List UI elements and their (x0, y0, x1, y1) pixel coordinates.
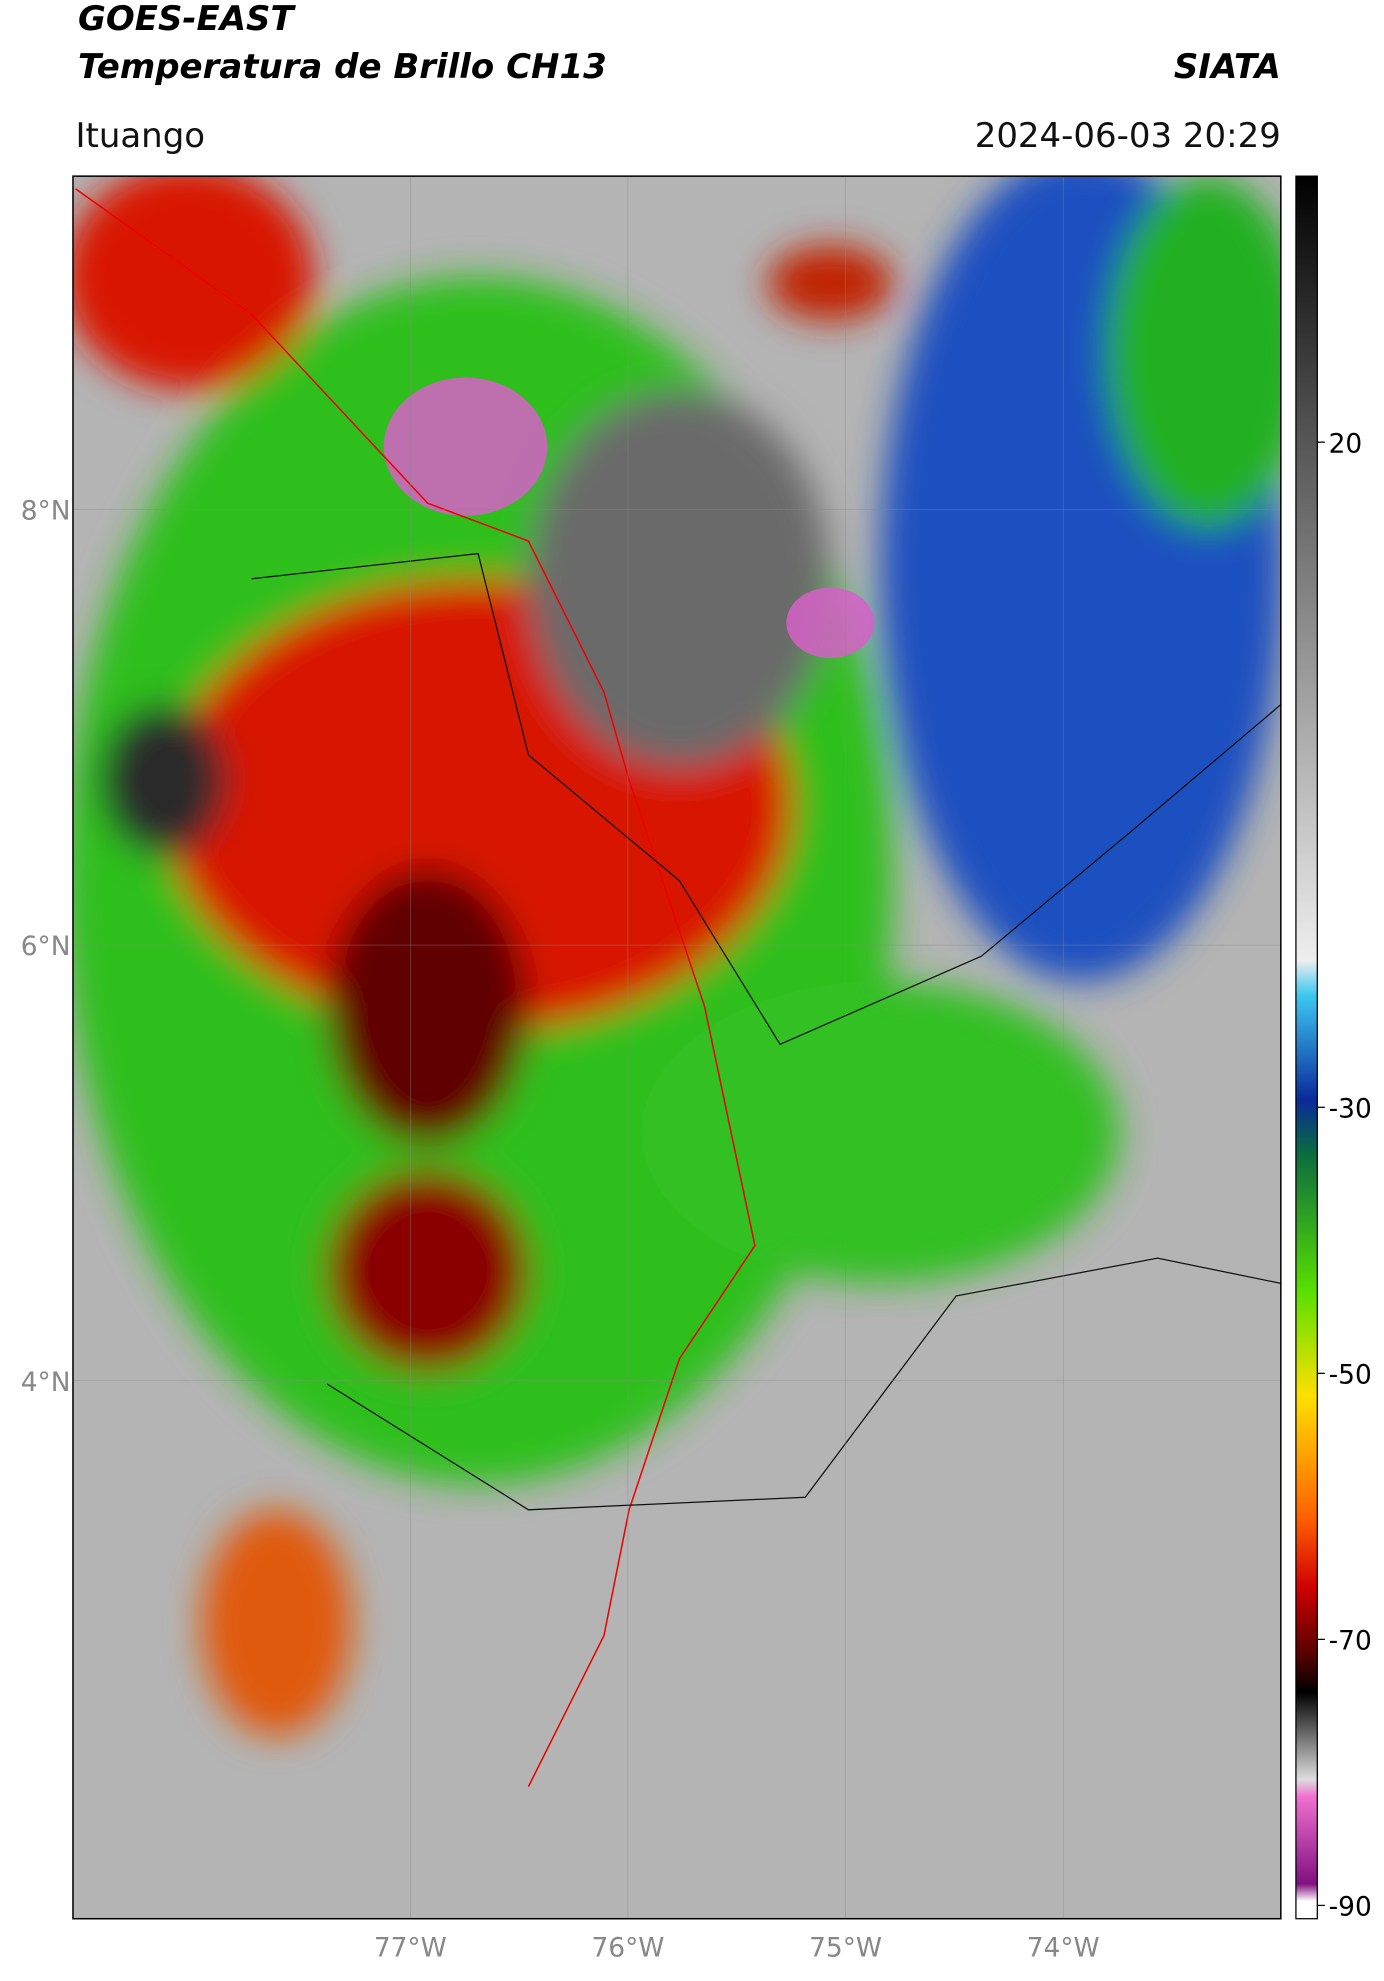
lon-tick-label: 75°W (809, 1932, 882, 1963)
colorbar-tick-label: 20 (1329, 428, 1363, 459)
colorbar-tick-label: -70 (1329, 1625, 1372, 1656)
lat-tick-label: 8°N (21, 495, 71, 526)
title-line2: Temperatura de Brillo CH13 (78, 47, 607, 87)
lat-tick-label: 4°N (21, 1367, 71, 1398)
colorbar-tick-label: -90 (1329, 1891, 1372, 1922)
satellite-image (72, 176, 1281, 1919)
location: Ituango (75, 116, 205, 156)
lat-tick-label: 6°N (21, 931, 71, 962)
colorbar-tick-label: -50 (1329, 1359, 1372, 1390)
title-line1: GOES-EAST (78, 0, 296, 39)
colorbar-tick-label: -30 (1329, 1093, 1372, 1124)
lon-tick-label: 76°W (591, 1932, 664, 1963)
map-frame (72, 175, 1282, 1920)
datetime: 2024-06-03 20:29 (975, 116, 1281, 156)
graticule: 77°W 76°W 75°W 74°W 8°N 6°N 4°N (21, 176, 1281, 1963)
lon-tick-label: 77°W (374, 1932, 447, 1963)
colorbar (1295, 175, 1318, 1920)
colorbar-ticks: 20 -30 -50 -70 -90 (1317, 428, 1372, 1922)
lon-tick-label: 74°W (1027, 1932, 1100, 1963)
agency: SIATA (1174, 47, 1281, 87)
